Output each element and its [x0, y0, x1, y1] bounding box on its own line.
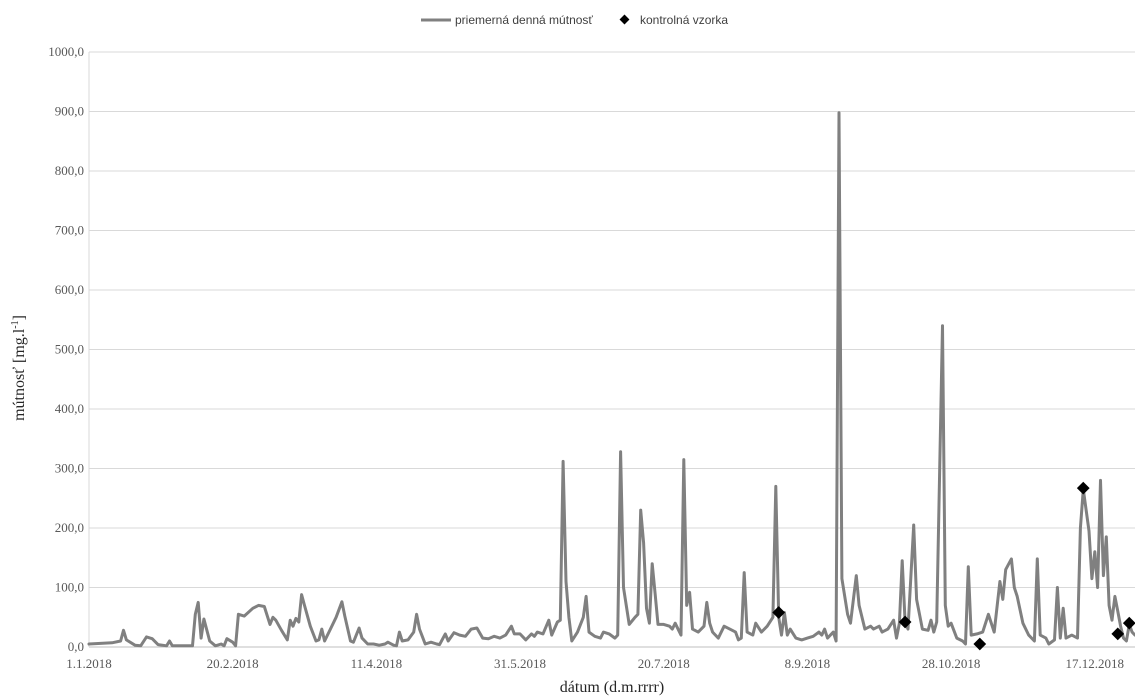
x-tick-label: 20.7.2018: [638, 656, 690, 671]
y-axis-title: mútnosť [mg.l-1]: [10, 315, 28, 421]
control-sample-marker: [1122, 616, 1135, 630]
control-sample-marker: [772, 606, 786, 619]
y-tick-label: 700,0: [55, 223, 84, 238]
x-tick-label: 8.9.2018: [785, 656, 831, 671]
y-tick-label: 800,0: [55, 163, 84, 178]
y-tick-label: 0,0: [68, 639, 84, 654]
legend-marker-swatch: [619, 14, 630, 25]
series-control-samples: [772, 481, 1135, 651]
x-tick-label: 31.5.2018: [494, 656, 546, 671]
y-tick-label: 200,0: [55, 520, 84, 535]
grid-lines: [88, 51, 1135, 648]
legend-label-average-daily-turbidity: priemerná denná mútnosť: [455, 13, 593, 27]
chart-legend: priemerná denná mútnosť kontrolná vzorka: [421, 13, 728, 27]
x-tick-label: 20.2.2018: [207, 656, 259, 671]
control-sample-marker: [898, 615, 912, 629]
x-tick-label: 11.4.2018: [351, 656, 403, 671]
y-tick-label: 300,0: [55, 461, 84, 476]
control-sample-marker: [973, 637, 987, 651]
control-sample-marker: [1111, 627, 1125, 641]
x-tick-label: 17.12.2018: [1066, 656, 1125, 671]
y-tick-label: 900,0: [55, 104, 84, 119]
x-axis-tick-labels: 1.1.2018 20.2.2018 11.4.2018 31.5.2018 20.7.…: [66, 656, 1124, 671]
x-tick-label: 28.10.2018: [922, 656, 981, 671]
y-tick-label: 400,0: [55, 401, 84, 416]
legend-label-control-sample: kontrolná vzorka: [640, 13, 728, 27]
control-sample-marker: [1076, 481, 1090, 495]
y-tick-label: 1000,0: [48, 44, 84, 59]
y-tick-label: 600,0: [55, 282, 84, 297]
average-daily-turbidity-line: [87, 111, 1135, 648]
y-tick-label: 500,0: [55, 342, 84, 357]
y-axis-tick-labels: 0,0 100,0 200,0 300,0 400,0 500,0 600,0 700,0 80…: [48, 44, 84, 654]
x-axis-title: dátum (d.m.rrrr): [560, 679, 664, 696]
series-average-daily-turbidity: [87, 111, 1135, 648]
y-tick-label: 100,0: [55, 580, 84, 595]
x-tick-label: 1.1.2018: [66, 656, 112, 671]
